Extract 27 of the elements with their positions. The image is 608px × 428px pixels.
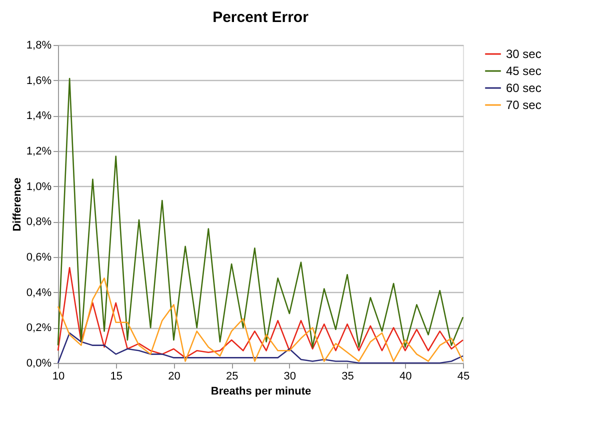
y-tick-label: 0,6% — [26, 252, 52, 264]
y-tick-label: 0,4% — [26, 286, 52, 299]
legend-label: 30 sec — [506, 47, 542, 61]
x-tick-label: 45 — [457, 370, 470, 382]
legend-label: 60 sec — [506, 81, 542, 95]
x-tick-label: 30 — [284, 370, 296, 382]
y-tick-label: 1,8% — [26, 40, 52, 52]
chart-title: Percent Error — [212, 9, 309, 26]
x-tick-label: 40 — [400, 370, 412, 382]
line-series — [57, 78, 464, 348]
x-axis-title: Breaths per minute — [210, 386, 312, 398]
x-tick-label: 35 — [342, 370, 354, 382]
x-tick-label: 20 — [168, 370, 180, 382]
y-tick-label: 0,0% — [26, 358, 52, 370]
x-tick-label: 15 — [110, 370, 122, 382]
legend-label: 70 sec — [506, 98, 542, 112]
y-tick-label: 1,4% — [26, 110, 52, 122]
line-series — [57, 266, 464, 358]
y-tick-label: 1,0% — [26, 180, 52, 193]
y-tick-label: 1,6% — [26, 74, 52, 87]
x-tick-label: 25 — [226, 370, 238, 382]
y-tick-label: 0,2% — [26, 322, 52, 334]
y-tick-label: 1,2% — [26, 146, 52, 158]
x-tick-label: 10 — [52, 370, 65, 382]
y-tick-label: 0,8% — [26, 216, 52, 228]
y-axis-title: Difference — [11, 178, 24, 232]
legend-label: 45 sec — [506, 64, 542, 78]
